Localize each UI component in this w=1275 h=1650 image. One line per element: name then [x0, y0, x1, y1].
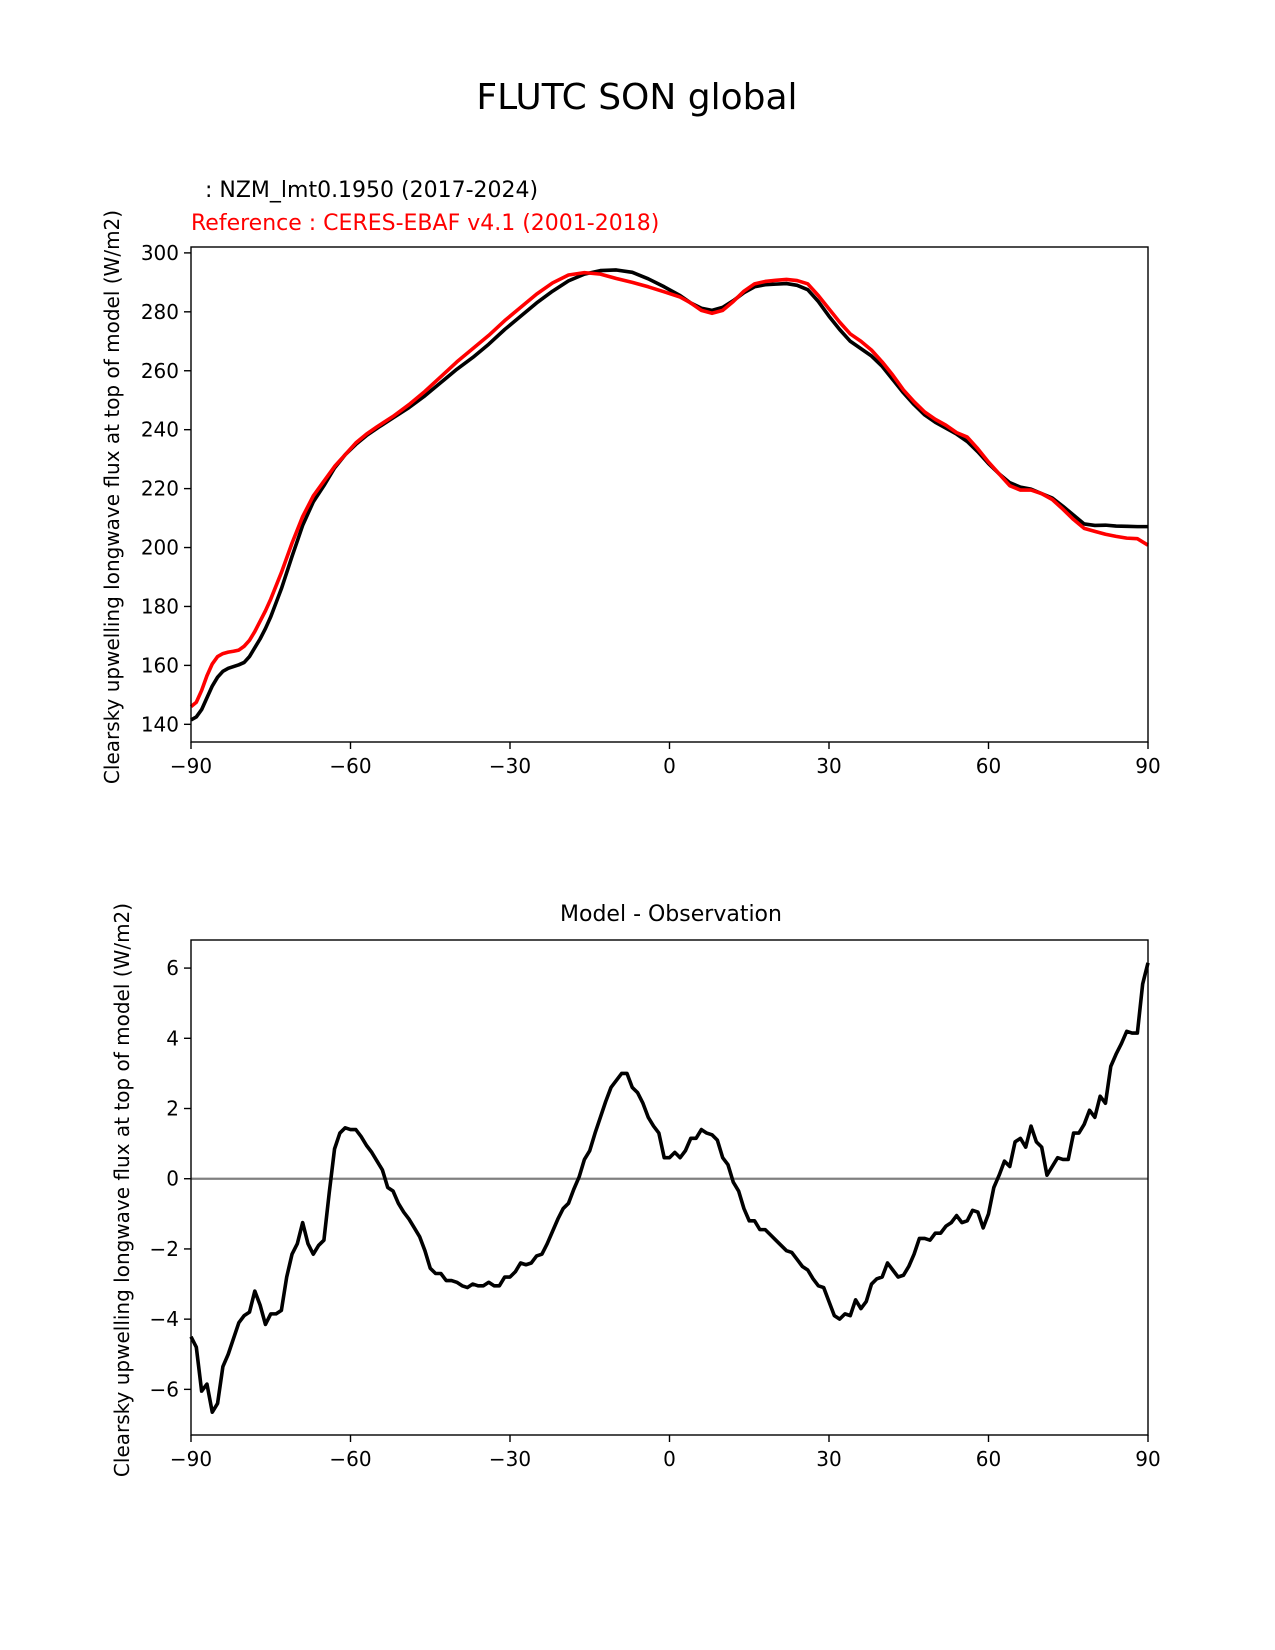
top-axes-frame [190, 246, 1149, 743]
bottom-ytick-label: −4 [150, 1307, 179, 1331]
bottom-plot-area: −90 −60 −30 0 30 60 90 −6 −4 −2 0 2 4 6 [150, 939, 1161, 1471]
top-ytick-label: 240 [141, 418, 179, 442]
bottom-ytick-label: 4 [166, 1026, 179, 1050]
top-ytick-label: 200 [141, 536, 179, 560]
top-xtick-label: 30 [816, 754, 841, 778]
top-xtick-label: −90 [170, 754, 212, 778]
top-xtick-label: 90 [1135, 754, 1160, 778]
bottom-ylabel: Clearsky upwelling longwave flux at top … [110, 903, 134, 1477]
bottom-ytick-label: −2 [150, 1237, 179, 1261]
top-ytick-label: 160 [141, 653, 179, 677]
bottom-axes-frame [190, 939, 1149, 1436]
top-ytick-label: 300 [141, 241, 179, 265]
top-ytick-label: 180 [141, 594, 179, 618]
bottom-xtick-label: −90 [170, 1447, 212, 1471]
bottom-xtick-label: −60 [329, 1447, 371, 1471]
bottom-ytick-label: 0 [166, 1167, 179, 1191]
top-plot-area: −90 −60 −30 0 30 60 90 140 160 180 200 220 240 260 280… [141, 241, 1161, 778]
bottom-title: Model - Observation [560, 902, 782, 927]
bottom-ytick-label: 6 [166, 956, 179, 980]
top-ytick-label: 260 [141, 359, 179, 383]
bottom-ytick-label: 2 [166, 1097, 179, 1121]
top-xtick-label: −30 [489, 754, 531, 778]
bottom-ytick-label: −6 [150, 1377, 179, 1401]
top-panel: : NZM_lmt0.1950 (2017-2024) Reference : … [100, 178, 1161, 784]
top-xtick-label: 0 [663, 754, 676, 778]
bottom-panel: Model - Observation Clearsky upwelling l… [110, 902, 1161, 1477]
top-ytick-label: 220 [141, 477, 179, 501]
bottom-xtick-label: 0 [663, 1447, 676, 1471]
bottom-xtick-label: 30 [816, 1447, 841, 1471]
top-xtick-label: 60 [976, 754, 1001, 778]
top-series-0-line [190, 268, 1148, 722]
bottom-xtick-label: 60 [976, 1447, 1001, 1471]
bottom-xtick-label: −30 [489, 1447, 531, 1471]
bottom-series-0-line [189, 962, 1150, 1414]
figure-title: FLUTC SON global [476, 77, 797, 118]
reference-label: Reference : CERES-EBAF v4.1 (2001-2018) [191, 211, 659, 236]
top-ytick-label: 140 [141, 712, 179, 736]
top-xtick-label: −60 [329, 754, 371, 778]
model-label: : NZM_lmt0.1950 (2017-2024) [191, 178, 538, 203]
top-ylabel: Clearsky upwelling longwave flux at top … [100, 210, 124, 784]
top-series-1-line [189, 270, 1149, 709]
top-ytick-label: 280 [141, 300, 179, 324]
bottom-xtick-label: 90 [1135, 1447, 1160, 1471]
